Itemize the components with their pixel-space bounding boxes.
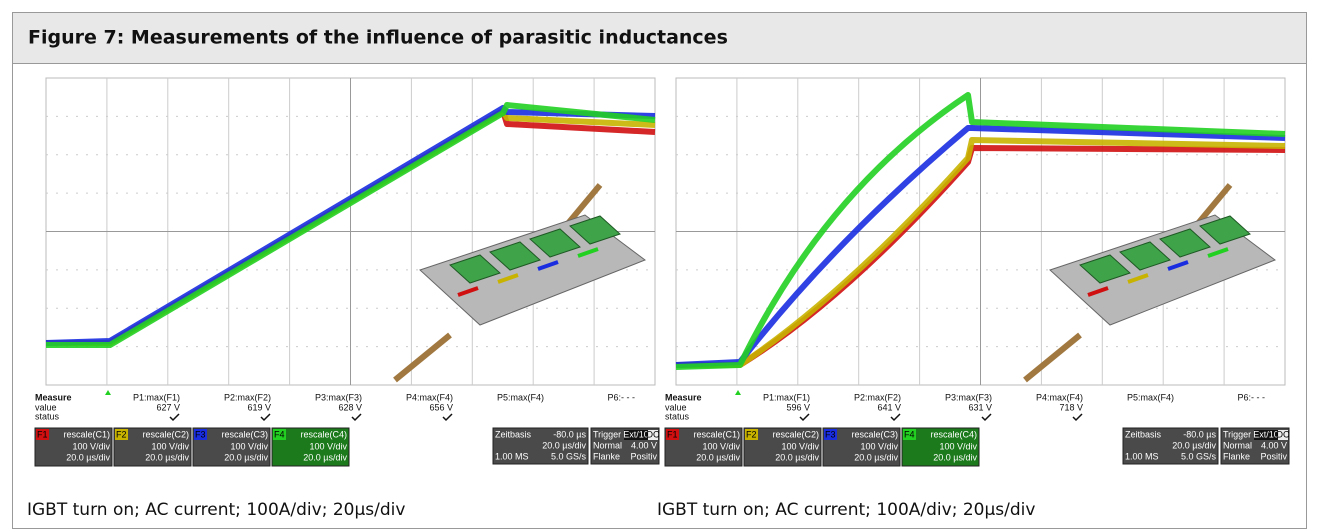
channel-title: rescale(C1) — [693, 429, 740, 439]
trigger-level: 4.00 V — [1261, 440, 1287, 450]
measure-param: P4:max(F4) — [406, 392, 453, 402]
scope-screenshot: MeasurevaluestatusP1:max(F1)P2:max(F2)P3… — [657, 78, 1290, 520]
trigger-label: Trigger — [593, 429, 621, 439]
timebase-memory: 1.00 MS — [495, 451, 529, 461]
trigger-level: 4.00 V — [631, 440, 657, 450]
channel-time: 20.0 µs/div — [696, 452, 740, 462]
timebase-label: Zeitbasis — [1125, 429, 1162, 439]
trigger-slope: Positiv — [1260, 451, 1287, 461]
channel-time: 20.0 µs/div — [854, 452, 898, 462]
caption: IGBT turn on; AC current; 100A/div; 20µs… — [27, 500, 405, 520]
measure-value: 596 V — [786, 402, 810, 412]
trigger-mode: Normal — [1223, 440, 1252, 450]
measure-param: P2:max(F2) — [854, 392, 901, 402]
channel-name: F3 — [195, 429, 206, 439]
channel-name: F2 — [746, 429, 757, 439]
channel-scale: 100 V/div — [781, 441, 819, 451]
channel-name: F1 — [667, 429, 678, 439]
channel-name: F3 — [825, 429, 836, 439]
channel-title: rescale(C2) — [772, 429, 819, 439]
measure-param: P3:max(F3) — [315, 392, 362, 402]
channel-time: 20.0 µs/div — [145, 452, 189, 462]
channel-scale: 100 V/div — [230, 441, 268, 451]
channel-scale: 100 V/div — [151, 441, 189, 451]
measure-param: P6:- - - — [1237, 392, 1265, 402]
timebase-per-div: 20.0 µs/div — [1172, 440, 1216, 450]
figure-title: Figure 7: Measurements of the influence … — [28, 27, 728, 49]
channel-scale: 100 V/div — [309, 441, 347, 451]
channel-scale: 100 V/div — [860, 441, 898, 451]
channel-time: 20.0 µs/div — [66, 452, 110, 462]
measure-row-label: status — [665, 411, 690, 421]
channel-title: rescale(C3) — [851, 429, 898, 439]
channel-name: F4 — [904, 429, 915, 439]
channel-scale: 100 V/div — [72, 441, 110, 451]
measure-param: P1:max(F1) — [763, 392, 810, 402]
channel-title: rescale(C4) — [930, 429, 977, 439]
timebase-rate: 5.0 GS/s — [1181, 451, 1217, 461]
trigger-coupling: DC — [1277, 429, 1290, 439]
measure-param: P1:max(F1) — [133, 392, 180, 402]
caption: IGBT turn on; AC current; 100A/div; 20µs… — [657, 500, 1035, 520]
channel-name: F1 — [37, 429, 48, 439]
measure-param: P5:max(F4) — [1127, 392, 1174, 402]
measure-value: 641 V — [877, 402, 901, 412]
trigger-type: Flanke — [593, 451, 620, 461]
measure-value: 619 V — [247, 402, 271, 412]
measure-param: P4:max(F4) — [1036, 392, 1083, 402]
trigger-slope: Positiv — [630, 451, 657, 461]
timebase-delay: -80.0 µs — [1183, 429, 1216, 439]
channel-name: F4 — [274, 429, 285, 439]
channel-title: rescale(C3) — [221, 429, 268, 439]
trigger-label: Trigger — [1223, 429, 1251, 439]
timebase-delay: -80.0 µs — [553, 429, 586, 439]
measure-value: 628 V — [338, 402, 362, 412]
trigger-coupling: DC — [647, 429, 660, 439]
timebase-label: Zeitbasis — [495, 429, 532, 439]
channel-name: F2 — [116, 429, 127, 439]
measure-value: 718 V — [1059, 402, 1083, 412]
measure-param: P5:max(F4) — [497, 392, 544, 402]
measure-label: Measure — [35, 392, 72, 402]
timebase-memory: 1.00 MS — [1125, 451, 1159, 461]
timebase-per-div: 20.0 µs/div — [542, 440, 586, 450]
channel-scale: 100 V/div — [702, 441, 740, 451]
trigger-mode: Normal — [593, 440, 622, 450]
measure-row-label: status — [35, 411, 60, 421]
measure-value: 631 V — [968, 402, 992, 412]
channel-time: 20.0 µs/div — [224, 452, 268, 462]
trigger-source: Ext/10 — [623, 429, 649, 439]
channel-time: 20.0 µs/div — [775, 452, 819, 462]
trigger-type: Flanke — [1223, 451, 1250, 461]
measure-value: 656 V — [429, 402, 453, 412]
measure-param: P2:max(F2) — [224, 392, 271, 402]
channel-title: rescale(C2) — [142, 429, 189, 439]
channel-time: 20.0 µs/div — [303, 452, 347, 462]
channel-title: rescale(C4) — [300, 429, 347, 439]
channel-scale: 100 V/div — [939, 441, 977, 451]
figure: Figure 7: Measurements of the influence … — [0, 0, 1319, 530]
measure-value: 627 V — [156, 402, 180, 412]
measure-param: P6:- - - — [607, 392, 635, 402]
timebase-rate: 5.0 GS/s — [551, 451, 587, 461]
trigger-source: Ext/10 — [1253, 429, 1279, 439]
measure-label: Measure — [665, 392, 702, 402]
channel-time: 20.0 µs/div — [933, 452, 977, 462]
scope-screenshot: MeasurevaluestatusP1:max(F1)P2:max(F2)P3… — [27, 78, 660, 520]
measure-param: P3:max(F3) — [945, 392, 992, 402]
channel-title: rescale(C1) — [63, 429, 110, 439]
